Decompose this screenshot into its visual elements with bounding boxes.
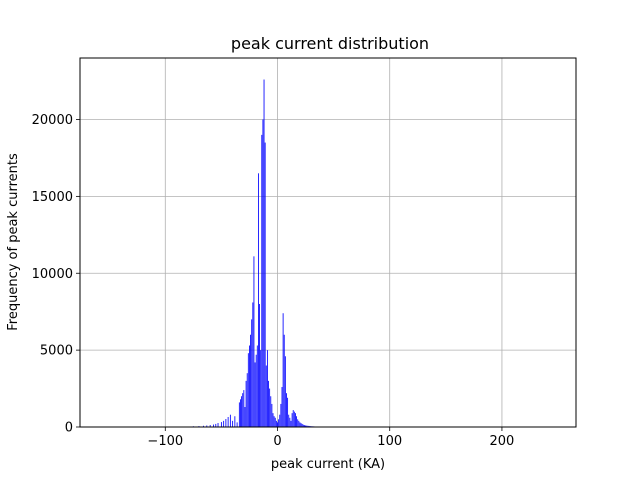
histogram-bar	[292, 410, 294, 427]
histogram-bar	[298, 420, 300, 427]
histogram-bar	[306, 425, 308, 427]
histogram-bar	[259, 304, 260, 427]
histogram-bar	[253, 256, 255, 427]
x-axis-ticks: −100 0 100 200	[147, 427, 514, 449]
histogram-bar	[266, 350, 268, 427]
histogram-bar	[288, 414, 290, 427]
histogram-bar	[278, 419, 280, 427]
histogram-bar	[273, 416, 275, 427]
histogram-bar	[243, 390, 245, 427]
histogram-bar	[217, 423, 219, 427]
histogram-bar	[242, 393, 244, 427]
histogram-bar	[255, 354, 257, 427]
histogram-bar	[291, 413, 293, 427]
histogram-bar	[246, 373, 248, 427]
histogram-bar	[293, 411, 295, 427]
histogram-bar	[256, 345, 258, 427]
y-tick-label: 5000	[40, 344, 73, 359]
histogram-bar	[305, 425, 306, 427]
histogram-bar	[268, 380, 269, 427]
histogram-bar	[308, 425, 310, 427]
x-axis-label: peak current (KA)	[271, 457, 385, 472]
histogram-bar	[283, 334, 285, 427]
histogram-bar	[289, 417, 291, 427]
histogram-bar	[220, 422, 222, 427]
histogram-bar	[241, 396, 243, 427]
histogram-bar	[206, 425, 208, 427]
histogram-bar	[247, 353, 249, 427]
histogram-bar	[295, 413, 296, 427]
histogram-bar	[240, 399, 241, 427]
x-tick-label: 200	[490, 434, 515, 449]
histogram-bar	[296, 416, 297, 427]
histogram-bar	[290, 420, 292, 427]
histogram-bar	[244, 407, 246, 427]
histogram-bar	[284, 356, 286, 427]
histogram-bar	[261, 134, 263, 427]
histogram-bar	[252, 302, 254, 427]
bars	[192, 79, 346, 428]
histogram-bar	[209, 425, 211, 427]
histogram-bar	[281, 387, 283, 427]
histogram-bar	[238, 402, 240, 427]
histogram-bar	[277, 422, 278, 427]
histogram-bar	[280, 403, 282, 427]
histogram-bar	[203, 425, 204, 427]
histogram-bar	[286, 393, 287, 427]
histogram-bar	[282, 313, 284, 427]
histogram-bar	[251, 319, 253, 427]
histogram-bar	[260, 350, 262, 427]
chart-title: peak current distribution	[231, 34, 429, 53]
histogram-bar	[258, 173, 259, 427]
histogram-bar	[250, 334, 251, 427]
histogram-bar	[234, 416, 236, 427]
histogram-bar	[302, 424, 304, 427]
histogram-bar	[245, 380, 247, 427]
x-tick-label: 0	[273, 434, 281, 449]
histogram-bar	[279, 414, 281, 427]
histogram-bar	[213, 424, 214, 427]
y-axis-label: Frequency of peak currents	[6, 153, 21, 331]
histogram-bar	[275, 420, 277, 427]
y-tick-label: 20000	[32, 113, 73, 128]
y-axis-ticks: 0 5000 10000 15000 20000	[32, 113, 80, 436]
histogram-bar	[300, 423, 302, 427]
histogram-bar	[223, 420, 225, 427]
y-tick-label: 10000	[32, 267, 73, 282]
y-tick-label: 15000	[32, 190, 73, 205]
histogram-bar	[262, 119, 264, 427]
histogram-bar	[274, 417, 276, 427]
y-tick-label: 0	[65, 421, 73, 436]
histogram-bar	[269, 388, 271, 427]
histogram-bar	[229, 414, 231, 427]
histogram-bar	[249, 345, 250, 427]
histogram-bar	[215, 423, 217, 427]
histogram-bar	[287, 397, 289, 427]
x-tick-label: −100	[147, 434, 183, 449]
histogram-bar	[254, 362, 256, 427]
histogram-bar	[307, 425, 309, 427]
histogram-bar	[301, 423, 303, 427]
histogram-bar	[265, 365, 267, 427]
x-tick-label: 100	[377, 434, 402, 449]
histogram-bar	[232, 420, 234, 427]
grid-lines	[80, 58, 576, 428]
histogram-bar	[304, 425, 305, 427]
histogram-bar	[297, 419, 299, 427]
histogram-bar	[271, 403, 273, 427]
histogram-bar	[272, 413, 274, 427]
histogram-bar	[225, 419, 227, 427]
histogram-bar	[264, 142, 266, 427]
plot-frame	[79, 57, 577, 428]
histogram-bar	[299, 422, 301, 427]
histogram-bar	[227, 417, 229, 427]
histogram-bar	[263, 79, 265, 428]
histogram-bar	[236, 422, 238, 427]
histogram-bar	[270, 396, 272, 427]
